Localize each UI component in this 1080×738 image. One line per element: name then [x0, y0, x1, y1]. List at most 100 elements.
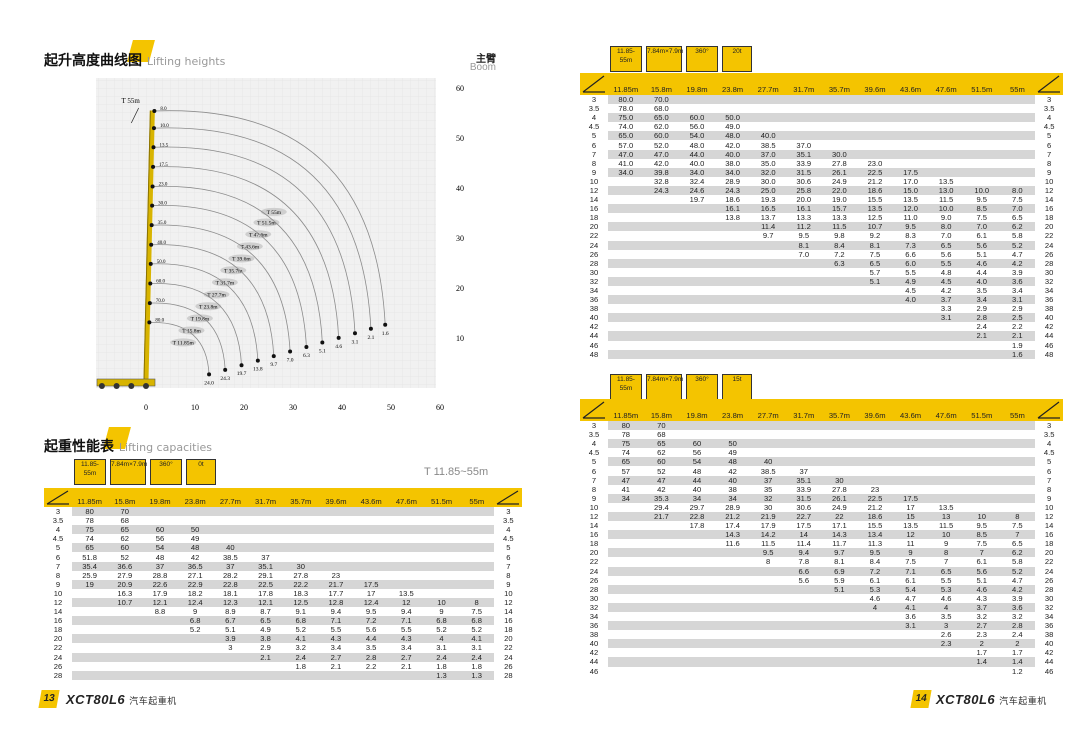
model-name-left: XCT80L6 汽车起重机	[66, 692, 177, 707]
radius-cell-right: 7	[1047, 475, 1052, 485]
load-cell: 8.0	[999, 185, 1036, 196]
table-row: 30 4.6 4.7 4.6 4.3 3.9 30	[580, 593, 1063, 603]
load-cell	[142, 634, 178, 644]
load-cell: 4	[857, 602, 893, 612]
load-cell: 15.5	[857, 521, 893, 531]
table-row: 36 4.0 3.7 3.4 3.1 36	[580, 295, 1063, 305]
load-cell: 2.3	[928, 639, 964, 649]
crane-symbol-right	[1037, 75, 1061, 93]
load-cell: 60	[107, 543, 143, 553]
load-cell: 5.5	[892, 267, 929, 277]
load-cell: 28.9	[714, 502, 751, 512]
load-cell: 47.0	[643, 149, 680, 159]
load-cell: 2.1	[388, 661, 424, 671]
load-cell: 13.5	[892, 521, 929, 531]
lifting-height-chart: 1.6 T 55m 8.0 2.1 T 51.5m 10.0 3.1 T 47.6m 13.5 4…	[96, 78, 464, 412]
load-cell: 13.4	[857, 530, 893, 540]
table-row: 20 9.5 9.4 9.7 9.5 9 8 7 6.2 20	[580, 548, 1063, 558]
load-cell	[247, 543, 284, 553]
load-cell	[785, 295, 822, 305]
load-cell: 9.5	[892, 222, 929, 232]
load-cell: 75.0	[608, 113, 644, 123]
load-cell: 38	[714, 484, 751, 494]
radius-cell: 9	[55, 579, 61, 589]
load-cell	[785, 621, 822, 631]
table-row: 3 80 70 3	[44, 507, 522, 517]
load-cell: 3.6	[999, 276, 1036, 286]
model-name-right: XCT80L6 汽车起重机	[936, 692, 1047, 707]
title-cn: 起升高度曲线图	[44, 53, 142, 69]
table-row: 40 2.3 2 2 40	[580, 639, 1063, 649]
x-tick-label: 10	[191, 403, 199, 412]
curve-end-label: 24.3	[220, 376, 230, 382]
table-row: 10 32.8 32.4 28.9 30.0 30.6 24.9 21.2 17.0 13.5 10	[580, 176, 1063, 186]
load-cell	[714, 304, 751, 314]
load-cell	[107, 670, 143, 680]
load-cell: 22	[821, 511, 858, 522]
radius-cell: 5	[591, 131, 597, 141]
column-header: 43.6m	[900, 85, 922, 94]
load-cell: 35.1	[247, 561, 284, 571]
load-cell	[821, 457, 858, 467]
load-cell: 14.3	[714, 530, 751, 540]
table-row: 4.5 74.0 62.0 56.0 49.0 4.5	[580, 122, 1063, 132]
load-cell: 4.6	[857, 593, 893, 603]
load-cell: 32.0	[750, 167, 786, 177]
load-cell	[750, 276, 786, 286]
radius-cell-right: 7	[506, 561, 511, 571]
load-cell: 17.9	[750, 521, 786, 531]
load-cell	[857, 313, 893, 323]
load-cell	[318, 561, 354, 571]
table-row: 6 57 52 48 42 38.5 37 6	[580, 466, 1063, 476]
column-header: 27.7m	[757, 85, 779, 94]
capacity-grid: 3 80 70 3 3.5 78 68 3.5 4 75 65 60 50 4 4.5 74 62 56 49 4.5…	[44, 507, 522, 680]
radius-cell-right: 9	[1047, 493, 1052, 503]
radius-cell-right: 18	[1044, 539, 1054, 549]
load-cell: 12.5	[283, 597, 319, 608]
load-cell	[892, 648, 929, 658]
load-cell: 9	[423, 607, 460, 617]
load-cell	[821, 630, 858, 640]
load-cell	[821, 285, 858, 296]
table-row: 3.5 78.0 68.0 3.5	[580, 104, 1063, 114]
load-cell	[177, 634, 213, 644]
load-cell	[750, 322, 786, 332]
load-cell: 27.8	[283, 570, 319, 580]
load-cell: 48.0	[679, 140, 715, 150]
load-cell	[999, 448, 1036, 458]
load-cell: 2.7	[388, 652, 424, 662]
load-cell	[679, 630, 715, 640]
column-header: 55m	[1010, 85, 1025, 94]
crane-wheel	[98, 383, 105, 389]
load-cell	[679, 639, 715, 649]
radius-cell: 40	[589, 639, 599, 649]
x-tick-label: 20	[240, 403, 248, 412]
load-cell: 21.7	[643, 511, 680, 522]
load-cell	[318, 507, 354, 517]
load-cell	[679, 575, 715, 585]
load-cell	[459, 525, 495, 535]
load-cell	[608, 249, 644, 259]
radius-cell-right: 38	[1044, 630, 1054, 640]
load-cell: 7.5	[999, 195, 1036, 205]
load-cell	[679, 593, 715, 603]
load-cell: 14.2	[750, 530, 786, 540]
load-cell: 21.7	[318, 579, 354, 589]
radius-cell-right: 18	[1044, 213, 1054, 223]
load-cell: 22.7	[785, 511, 822, 522]
load-cell: 34	[608, 493, 644, 503]
load-cell: 8.9	[212, 607, 248, 617]
load-cell	[423, 570, 460, 580]
load-cell: 24.3	[714, 185, 751, 196]
radius-cell: 32	[589, 276, 599, 286]
curve-end-label: 9.7	[270, 362, 277, 368]
load-cell	[608, 304, 644, 314]
load-cell	[892, 122, 929, 132]
radius-cell: 3.5	[588, 430, 600, 440]
load-cell	[72, 634, 108, 644]
load-cell	[679, 566, 715, 576]
table-row: 22 3 2.9 3.2 3.4 3.5 3.4 3.1 3.1 22	[44, 643, 522, 653]
load-cell: 78	[608, 430, 644, 440]
table-row: 46 1.2 46	[580, 666, 1063, 676]
table-row: 18 11.6 11.5 11.4 11.7 11.3 11 9 7.5 6.5 18	[580, 539, 1063, 549]
